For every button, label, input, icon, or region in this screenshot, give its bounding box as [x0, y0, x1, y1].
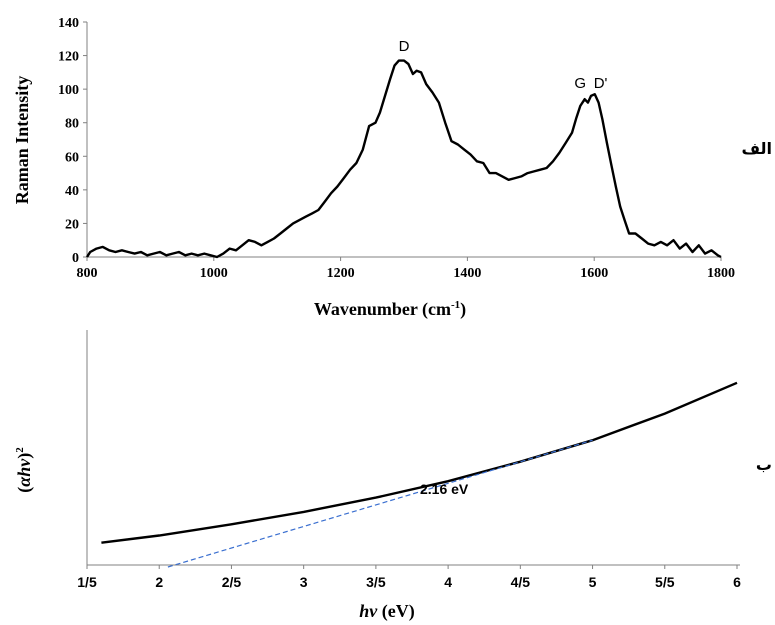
x-tick-label: 1200	[327, 266, 355, 281]
x-axis-title-tail: )	[460, 299, 466, 320]
x-tick-label-bottom: 3/5	[366, 574, 386, 590]
peak-label: G	[574, 75, 586, 92]
y-axis-title-bottom: (αhv)2	[14, 447, 35, 493]
y-title-italic: αhv	[14, 458, 34, 487]
x-tick-labels-bottom: 1/5 2 2/5 3 3/5 4 4/5 5 5/5 6	[77, 565, 741, 590]
y-tick-label: 100	[58, 83, 79, 98]
x-tick-label-bottom: 4/5	[511, 574, 531, 590]
x-tick-label-bottom: 1/5	[77, 574, 97, 590]
peak-labels: D G D'	[399, 38, 608, 92]
x-tick-label-bottom: 2	[155, 574, 163, 590]
y-tick-label: 0	[72, 251, 79, 266]
x-tick-label-bottom: 6	[733, 574, 741, 590]
tangent-fit-line	[167, 439, 593, 568]
panel-label-bottom: ب	[756, 455, 772, 474]
x-axis-title-main: Wavenumber (cm	[314, 299, 451, 320]
x-title-tail: (eV)	[377, 601, 414, 622]
y-title-sup: 2	[14, 447, 26, 453]
tauc-chart: 1/5 2 2/5 3 3/5 4 4/5 5 5/5 6 2.16 eV (αhv)2 hv (…	[14, 330, 772, 622]
y-title-open: (	[14, 487, 35, 493]
y-tick-label: 120	[58, 50, 79, 65]
y-title-close: )	[14, 453, 35, 459]
x-tick-label-bottom: 5/5	[655, 574, 675, 590]
raman-spectrum-line	[85, 59, 722, 259]
x-tick-label: 1400	[453, 266, 481, 281]
x-tick-label-bottom: 3	[300, 574, 308, 590]
x-tick-label: 1600	[580, 266, 608, 281]
y-tick-label: 140	[58, 16, 79, 31]
y-tick-label: 60	[65, 150, 79, 165]
panel-label-top: الف	[741, 139, 772, 158]
peak-label: D	[399, 38, 410, 55]
peak-label: D'	[594, 75, 608, 92]
x-axis-title-sup: -1	[451, 299, 460, 311]
y-tick-label: 20	[65, 217, 79, 232]
y-tick-labels: 0 20 40 60 80 100 120 140	[58, 16, 87, 266]
x-axis-title: Wavenumber (cm-1)	[314, 299, 466, 320]
x-tick-label: 800	[77, 266, 98, 281]
x-tick-label-bottom: 4	[444, 574, 452, 590]
x-tick-label: 1800	[707, 266, 735, 281]
raman-chart: 0 20 40 60 80 100 120 140 800 1000 1200 1400 1600 18…	[12, 16, 772, 320]
x-tick-label-bottom: 5	[589, 574, 597, 590]
bandgap-annotation: 2.16 eV	[420, 481, 469, 497]
x-tick-label-bottom: 2/5	[222, 574, 242, 590]
y-tick-label: 40	[65, 184, 79, 199]
y-tick-label: 80	[65, 117, 79, 132]
x-tick-label: 1000	[200, 266, 228, 281]
x-tick-labels: 800 1000 1200 1400 1600 1800	[77, 257, 735, 281]
x-title-italic: hv	[359, 601, 378, 621]
tauc-curve	[101, 381, 738, 544]
x-axis-title-bottom: hv (eV)	[359, 601, 414, 622]
y-axis-title: Raman Intensity	[12, 76, 32, 205]
